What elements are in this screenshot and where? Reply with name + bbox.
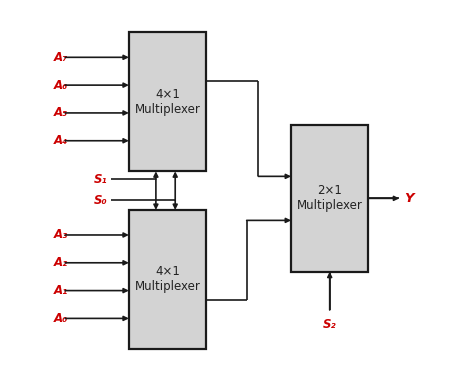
Text: A₂: A₂ bbox=[54, 256, 68, 269]
Bar bbox=[129, 32, 206, 171]
Text: S₁: S₁ bbox=[94, 173, 108, 186]
Text: A₄: A₄ bbox=[54, 134, 68, 147]
Text: 4×1
Multiplexer: 4×1 Multiplexer bbox=[135, 88, 201, 116]
Text: A₅: A₅ bbox=[54, 107, 68, 119]
Text: A₁: A₁ bbox=[54, 284, 68, 297]
Bar bbox=[129, 210, 206, 349]
Bar bbox=[291, 125, 368, 272]
Text: S₀: S₀ bbox=[94, 194, 108, 207]
Text: A₆: A₆ bbox=[54, 79, 68, 92]
Text: S₂: S₂ bbox=[323, 318, 337, 331]
Text: A₃: A₃ bbox=[54, 228, 68, 242]
Text: 4×1
Multiplexer: 4×1 Multiplexer bbox=[135, 265, 201, 293]
Text: A₀: A₀ bbox=[54, 312, 68, 325]
Text: A₇: A₇ bbox=[54, 51, 68, 64]
Text: 2×1
Multiplexer: 2×1 Multiplexer bbox=[297, 184, 363, 212]
Text: Y: Y bbox=[404, 192, 413, 205]
